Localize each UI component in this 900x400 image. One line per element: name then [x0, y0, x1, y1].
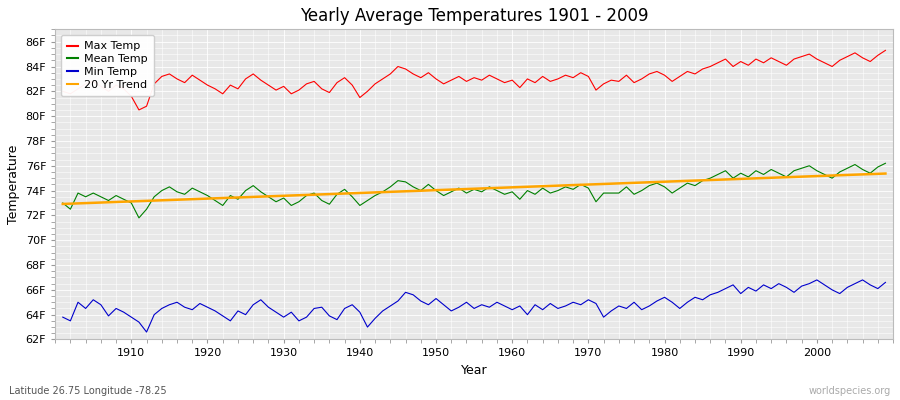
Legend: Max Temp, Mean Temp, Min Temp, 20 Yr Trend: Max Temp, Mean Temp, Min Temp, 20 Yr Tre… — [60, 35, 154, 96]
Y-axis label: Temperature: Temperature — [7, 145, 20, 224]
Title: Yearly Average Temperatures 1901 - 2009: Yearly Average Temperatures 1901 - 2009 — [300, 7, 648, 25]
Text: worldspecies.org: worldspecies.org — [809, 386, 891, 396]
Text: Latitude 26.75 Longitude -78.25: Latitude 26.75 Longitude -78.25 — [9, 386, 166, 396]
X-axis label: Year: Year — [461, 364, 488, 377]
